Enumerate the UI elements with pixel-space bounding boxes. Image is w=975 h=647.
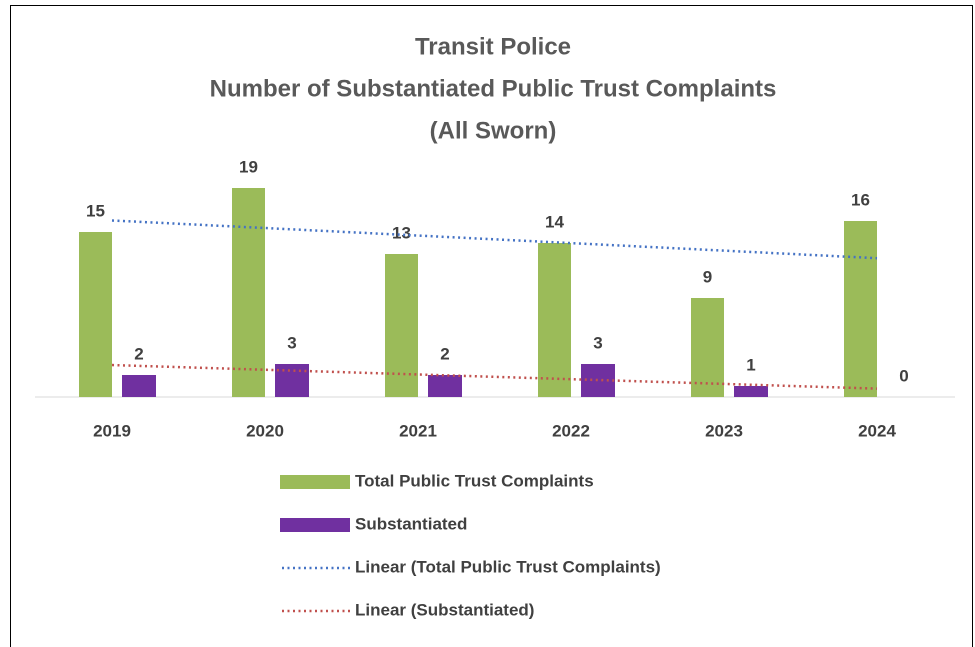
bar bbox=[232, 188, 265, 397]
chart-border bbox=[10, 5, 973, 647]
bar bbox=[79, 232, 112, 397]
data-label: 2 bbox=[134, 344, 143, 363]
bar bbox=[428, 375, 462, 397]
chart-title: (All Sworn) bbox=[430, 117, 557, 144]
data-label: 3 bbox=[287, 333, 296, 352]
bar bbox=[844, 221, 877, 397]
bar bbox=[538, 243, 571, 397]
legend-label: Linear (Substantiated) bbox=[355, 600, 534, 619]
data-label: 2 bbox=[440, 344, 449, 363]
data-label: 15 bbox=[86, 201, 105, 220]
data-label: 16 bbox=[851, 190, 870, 209]
x-tick-label: 2023 bbox=[705, 421, 743, 440]
x-tick-label: 2022 bbox=[552, 421, 590, 440]
data-label: 9 bbox=[703, 267, 712, 286]
data-label: 3 bbox=[593, 333, 602, 352]
bar bbox=[385, 254, 418, 397]
bar bbox=[122, 375, 156, 397]
trendline bbox=[111, 219, 878, 260]
data-label: 14 bbox=[545, 212, 564, 231]
data-label: 0 bbox=[899, 366, 908, 385]
chart-title: Transit Police bbox=[415, 33, 571, 60]
data-label: 13 bbox=[392, 223, 411, 242]
x-tick-label: 2024 bbox=[858, 421, 896, 440]
legend-label: Substantiated bbox=[355, 514, 467, 533]
legend-label: Total Public Trust Complaints bbox=[355, 471, 594, 490]
legend-label: Linear (Total Public Trust Complaints) bbox=[355, 557, 661, 576]
x-tick-label: 2020 bbox=[246, 421, 284, 440]
chart-title: Number of Substantiated Public Trust Com… bbox=[210, 75, 777, 102]
legend-swatch bbox=[280, 475, 350, 489]
legend-swatch bbox=[280, 518, 350, 532]
data-label: 19 bbox=[239, 157, 258, 176]
bar bbox=[691, 298, 724, 397]
x-tick-label: 2019 bbox=[93, 421, 131, 440]
trendline bbox=[111, 363, 878, 390]
data-label: 1 bbox=[746, 355, 755, 374]
bar bbox=[275, 364, 309, 397]
x-tick-label: 2021 bbox=[399, 421, 437, 440]
bar bbox=[734, 386, 768, 397]
